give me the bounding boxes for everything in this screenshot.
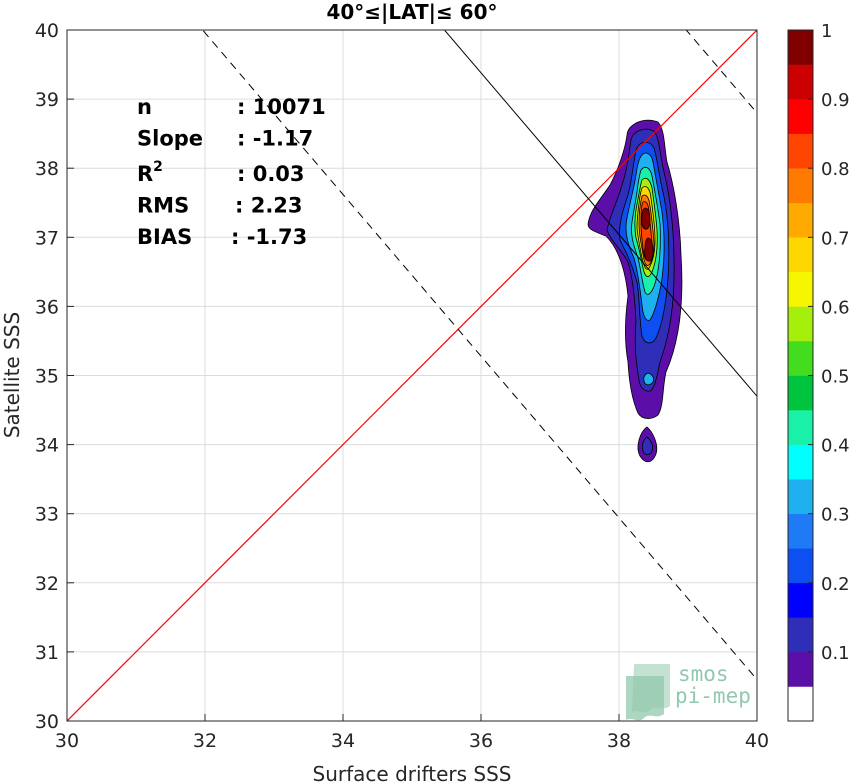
stat-value: : 2.23 xyxy=(235,194,303,218)
colorbar-segment xyxy=(788,168,813,204)
colorbar-segment xyxy=(788,479,813,514)
y-tick-label: 35 xyxy=(35,366,59,388)
colorbar-tick-label: 0.5 xyxy=(821,367,850,388)
colorbar-segment xyxy=(788,548,813,584)
y-axis-label: Satellite SSS xyxy=(0,312,24,438)
colorbar-tick-label: 0.3 xyxy=(821,505,850,526)
stat-label: BIAS xyxy=(137,225,192,249)
colorbar-segment xyxy=(788,686,813,722)
smos-pi-mep-logo: smos pi-mep xyxy=(626,662,751,721)
x-axis-ticks: 30 32 34 36 38 40 xyxy=(55,714,769,752)
x-tick-label: 38 xyxy=(607,730,631,752)
y-axis-ticks: 30 31 32 33 34 35 36 37 38 39 40 xyxy=(35,20,74,733)
chart-title: 40°≤|LAT|≤ 60° xyxy=(326,0,497,24)
y-tick-label: 32 xyxy=(35,573,59,595)
stat-label: n xyxy=(137,95,152,119)
density-peak-upper xyxy=(641,207,651,230)
mid-pocket xyxy=(643,372,655,386)
y-tick-label: 37 xyxy=(35,227,59,249)
colorbar-segment xyxy=(788,582,813,618)
logo-line-2: pi-mep xyxy=(675,684,751,708)
density-peak-lower xyxy=(644,237,654,262)
y-tick-label: 38 xyxy=(35,158,59,180)
y-tick-label: 30 xyxy=(35,711,59,733)
x-tick-label: 40 xyxy=(745,730,769,752)
colorbar-tick-label: 0.1 xyxy=(821,643,850,664)
colorbar-segment xyxy=(788,617,813,653)
stat-label-superscript: 2 xyxy=(153,159,163,175)
colorbar-segment xyxy=(788,64,813,100)
colorbar-segment xyxy=(788,271,813,307)
colorbar-segment xyxy=(788,444,813,480)
stat-label: RMS xyxy=(137,194,189,218)
colorbar-segment xyxy=(788,375,813,411)
colorbar-segment xyxy=(788,513,813,549)
x-tick-label: 30 xyxy=(55,730,79,752)
colorbar-segment xyxy=(788,99,813,134)
colorbar-segment xyxy=(788,202,813,238)
stat-value: : 10071 xyxy=(237,95,326,119)
colorbar-tick-label: 0.2 xyxy=(821,574,850,595)
island-core xyxy=(641,436,654,456)
colorbar-segment xyxy=(788,133,813,169)
colorbar-tick-label: 0.9 xyxy=(821,90,850,111)
colorbar-tick-label: 0.7 xyxy=(821,228,850,249)
y-tick-label: 40 xyxy=(35,20,59,42)
y-tick-label: 34 xyxy=(35,435,59,457)
colorbar-segment xyxy=(788,30,813,65)
y-tick-label: 33 xyxy=(35,504,59,526)
confidence-bound-line xyxy=(201,30,757,680)
stat-value: : -1.73 xyxy=(231,225,307,249)
colorbar: 0.1 0.2 0.3 0.4 0.5 0.6 0.7 0.8 0.9 1 xyxy=(787,21,850,722)
x-tick-label: 36 xyxy=(469,730,493,752)
stat-value: : -1.17 xyxy=(237,127,313,151)
colorbar-tick-label: 1 xyxy=(821,21,832,42)
regression-line xyxy=(443,30,757,397)
x-tick-label: 34 xyxy=(331,730,355,752)
colorbar-segment xyxy=(788,340,813,376)
colorbar-tick-label: 0.8 xyxy=(821,159,850,180)
y-tick-label: 31 xyxy=(35,642,59,664)
x-axis-label: Surface drifters SSS xyxy=(313,762,512,784)
stat-value: : 0.03 xyxy=(237,162,305,186)
x-tick-label: 32 xyxy=(193,730,217,752)
logo-wave-icon xyxy=(626,664,670,721)
colorbar-segment xyxy=(788,651,813,687)
y-tick-label: 39 xyxy=(35,89,59,111)
colorbar-segment xyxy=(788,237,813,273)
colorbar-segment xyxy=(788,306,813,342)
stat-label: Slope xyxy=(137,127,203,151)
colorbar-segment xyxy=(788,410,813,445)
y-tick-label: 36 xyxy=(35,296,59,318)
logo-line-1: smos xyxy=(678,662,729,686)
colorbar-tick-label: 0.4 xyxy=(821,436,850,457)
reference-lines xyxy=(67,30,757,721)
colorbar-tick-label: 0.6 xyxy=(821,297,850,318)
one-to-one-line xyxy=(67,30,757,721)
